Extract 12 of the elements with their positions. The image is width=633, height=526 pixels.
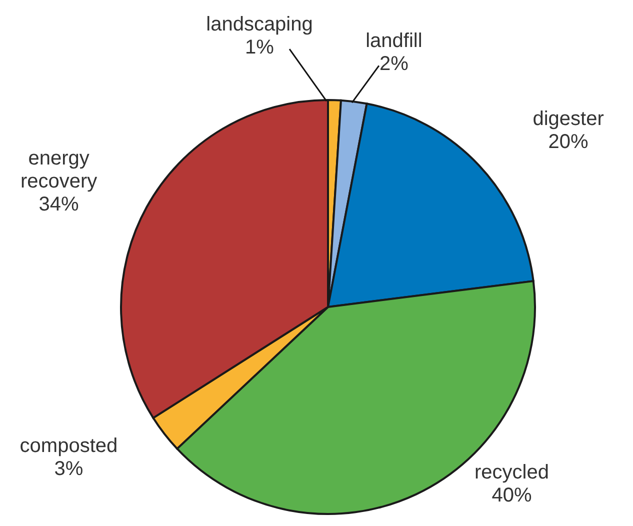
slice-label: composted <box>20 434 118 457</box>
slice-label: energy recovery <box>20 148 98 193</box>
slice-label: recycled <box>474 462 549 484</box>
slice-label: landfill <box>366 30 422 52</box>
data-label: 34% <box>38 194 80 216</box>
data-label: 3% <box>54 458 84 480</box>
data-label: 2% <box>379 53 409 76</box>
data-label: 1% <box>245 36 274 59</box>
slice-label: digester <box>532 108 604 130</box>
data-label: 40% <box>492 484 532 506</box>
data-label: 20% <box>548 130 589 153</box>
slice-label: landscaping <box>206 14 313 36</box>
